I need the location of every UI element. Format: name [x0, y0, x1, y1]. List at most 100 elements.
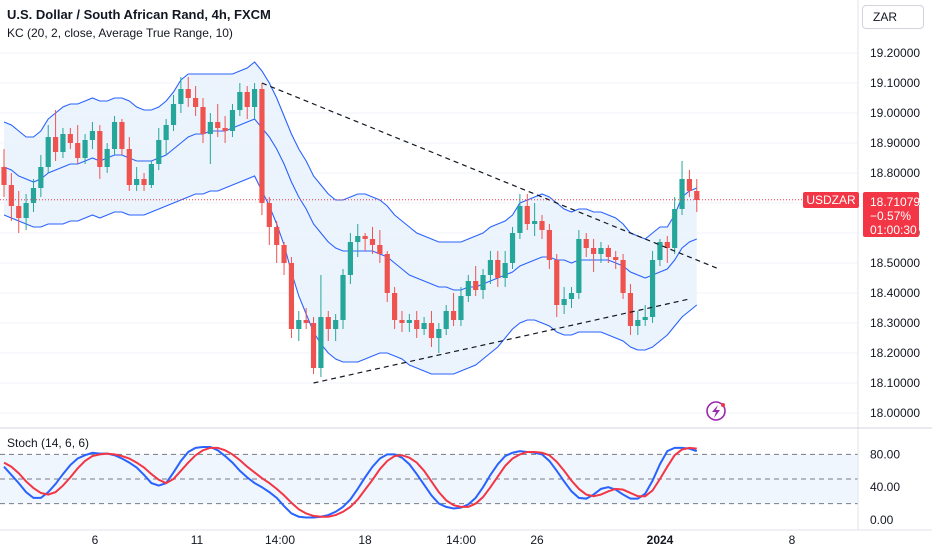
candle-body	[377, 245, 383, 254]
candle	[679, 161, 685, 215]
candle	[67, 128, 73, 149]
candle-body	[649, 260, 656, 317]
candle	[627, 284, 634, 335]
y-tick-label: 18.90000	[870, 136, 920, 150]
candle	[16, 191, 22, 233]
candle	[23, 194, 29, 230]
candle-body	[222, 128, 228, 131]
candle-body	[200, 107, 206, 134]
candle-body	[111, 122, 118, 149]
candle	[148, 161, 154, 188]
candle	[487, 251, 494, 284]
candle-body	[421, 323, 427, 329]
candle	[303, 308, 309, 329]
candle-body	[318, 317, 324, 368]
candle	[310, 317, 317, 374]
candle	[318, 275, 324, 377]
stoch-y-tick-label: 0.00	[870, 513, 894, 527]
candle	[1, 149, 7, 197]
trendlines	[261, 82, 720, 384]
x-tick-label: 18	[358, 533, 372, 547]
candle-body	[119, 122, 125, 149]
candle	[561, 287, 567, 314]
candle	[458, 287, 464, 326]
candle-body	[598, 248, 604, 254]
candle-body	[583, 239, 589, 248]
candle	[694, 179, 700, 212]
candle	[30, 179, 37, 212]
candle	[428, 311, 435, 347]
candle-body	[406, 320, 412, 323]
y-tick-label: 18.50000	[870, 256, 920, 270]
candle	[288, 257, 295, 338]
chart-title: U.S. Dollar / South African Rand, 4h, FX…	[7, 7, 271, 22]
candle-body	[362, 236, 368, 239]
candle-body	[679, 179, 685, 209]
y-tick-label: 19.00000	[870, 106, 920, 120]
stochastic-pane: 80.00 40.00 0.00	[0, 446, 900, 527]
y-tick-label: 18.00000	[870, 406, 920, 420]
candle-body	[355, 236, 361, 242]
candle	[649, 251, 656, 323]
candle-body	[502, 263, 508, 278]
candle-body	[75, 143, 81, 158]
candle	[546, 224, 552, 269]
candle	[141, 173, 147, 191]
candle-body	[244, 92, 250, 107]
candle-body	[524, 206, 530, 224]
candle	[399, 311, 405, 332]
indicator-legend: KC (20, 2, close, Average True Range, 10…	[7, 26, 233, 40]
candle-body	[517, 206, 523, 233]
candle	[583, 233, 589, 257]
candle-body	[340, 275, 346, 320]
candle-body	[473, 281, 479, 290]
candle-body	[30, 188, 37, 203]
candle	[156, 128, 162, 170]
candle	[296, 311, 302, 341]
candle-body	[134, 179, 140, 185]
candle-body	[672, 209, 678, 248]
candle	[333, 314, 339, 341]
stoch-y-tick-label: 80.00	[870, 447, 900, 461]
candle	[532, 203, 538, 236]
keltner-fill-area	[4, 62, 697, 374]
candle	[672, 197, 678, 254]
candle-body	[635, 320, 641, 326]
candle	[369, 227, 376, 254]
y-tick-label: 19.10000	[870, 76, 920, 90]
candle	[524, 194, 530, 230]
symbol-tag: USDZAR	[803, 192, 859, 208]
x-tick-label: 11	[191, 533, 204, 547]
candle-body	[465, 281, 471, 296]
candle	[450, 293, 457, 326]
last-price-value: 18.71079	[870, 195, 921, 209]
candle	[443, 305, 449, 335]
candle-body	[532, 221, 538, 224]
candle-body	[561, 299, 567, 305]
currency-button[interactable]: ZAR	[862, 5, 924, 29]
candle	[45, 125, 51, 173]
bar-countdown: 01:00:30	[870, 223, 917, 237]
candle	[686, 170, 693, 197]
candle	[193, 86, 199, 116]
lightning-icon[interactable]	[706, 401, 726, 421]
candle-body	[554, 260, 560, 305]
stoch-y-tick-label: 40.00	[870, 480, 900, 494]
candle-body	[591, 248, 597, 254]
candle	[613, 251, 619, 269]
x-tick-label: 14:00	[446, 533, 476, 547]
candle	[281, 242, 287, 275]
candle	[163, 119, 169, 155]
candle	[436, 323, 442, 353]
y-tick-label: 18.10000	[870, 376, 920, 390]
candle	[362, 233, 368, 251]
candle-body	[60, 134, 66, 152]
candle	[340, 269, 346, 329]
candle	[517, 194, 523, 239]
stoch-d-line	[3, 446, 697, 518]
x-tick-label: 26	[530, 533, 544, 547]
candle	[480, 269, 486, 299]
candle	[502, 251, 508, 287]
